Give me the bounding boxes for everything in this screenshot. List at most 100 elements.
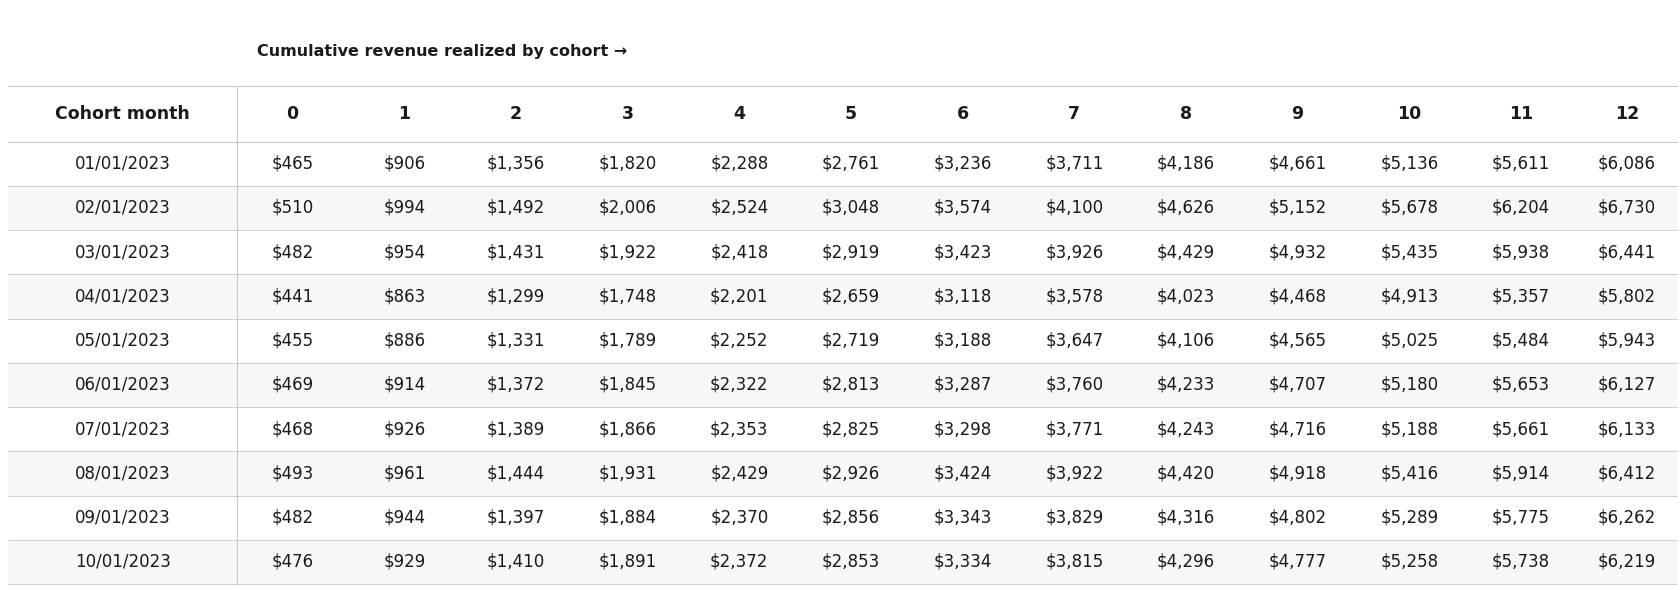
Text: $1,891: $1,891	[598, 553, 657, 571]
Text: $1,372: $1,372	[487, 376, 546, 394]
Text: $2,006: $2,006	[598, 199, 657, 217]
Text: $1,922: $1,922	[598, 243, 657, 261]
Bar	[8, 274, 1677, 319]
Text: $6,127: $6,127	[1598, 376, 1656, 394]
Bar	[8, 363, 1677, 407]
Text: $5,484: $5,484	[1492, 332, 1551, 350]
Text: $5,661: $5,661	[1492, 420, 1551, 438]
Text: $4,626: $4,626	[1158, 199, 1215, 217]
Text: $1,884: $1,884	[598, 509, 657, 527]
Text: $3,578: $3,578	[1045, 287, 1104, 306]
Text: $4,420: $4,420	[1158, 464, 1215, 483]
Text: $3,926: $3,926	[1045, 243, 1104, 261]
Text: $4,316: $4,316	[1158, 509, 1215, 527]
Text: $5,180: $5,180	[1381, 376, 1438, 394]
Text: $994: $994	[383, 199, 425, 217]
Text: $3,647: $3,647	[1045, 332, 1104, 350]
Text: $3,423: $3,423	[934, 243, 991, 261]
Text: $4,661: $4,661	[1268, 155, 1327, 173]
Bar	[8, 540, 1677, 584]
Text: 03/01/2023: 03/01/2023	[74, 243, 171, 261]
Text: $3,922: $3,922	[1045, 464, 1104, 483]
Bar	[8, 407, 1677, 451]
Text: $4,468: $4,468	[1268, 287, 1327, 306]
Text: Cumulative revenue realized by cohort →: Cumulative revenue realized by cohort →	[257, 44, 627, 59]
Text: $3,829: $3,829	[1045, 509, 1104, 527]
Text: $2,353: $2,353	[711, 420, 768, 438]
Text: 09/01/2023: 09/01/2023	[74, 509, 170, 527]
Text: $5,357: $5,357	[1492, 287, 1551, 306]
Text: $4,932: $4,932	[1268, 243, 1327, 261]
Text: 0: 0	[287, 104, 299, 123]
Text: $2,418: $2,418	[711, 243, 768, 261]
Bar	[8, 142, 1677, 186]
Text: 02/01/2023: 02/01/2023	[74, 199, 171, 217]
Text: $1,789: $1,789	[598, 332, 657, 350]
Text: $482: $482	[272, 243, 314, 261]
Text: $2,719: $2,719	[822, 332, 880, 350]
Text: $5,435: $5,435	[1381, 243, 1438, 261]
Bar	[8, 186, 1677, 230]
Text: $1,431: $1,431	[487, 243, 546, 261]
Text: $468: $468	[272, 420, 314, 438]
Text: 10/01/2023: 10/01/2023	[74, 553, 171, 571]
Text: $5,188: $5,188	[1381, 420, 1438, 438]
Text: $906: $906	[383, 155, 425, 173]
Text: $4,296: $4,296	[1158, 553, 1215, 571]
Text: $5,611: $5,611	[1492, 155, 1551, 173]
Text: $1,820: $1,820	[598, 155, 657, 173]
Text: $510: $510	[272, 199, 314, 217]
Text: $1,356: $1,356	[487, 155, 544, 173]
Text: $1,397: $1,397	[487, 509, 544, 527]
Text: $2,201: $2,201	[711, 287, 768, 306]
Text: $4,186: $4,186	[1158, 155, 1215, 173]
Text: $961: $961	[383, 464, 425, 483]
Text: 7: 7	[1068, 104, 1080, 123]
Text: $1,331: $1,331	[487, 332, 546, 350]
Text: $5,914: $5,914	[1492, 464, 1551, 483]
Text: $2,288: $2,288	[711, 155, 768, 173]
Text: $3,771: $3,771	[1045, 420, 1104, 438]
Text: $3,236: $3,236	[934, 155, 991, 173]
Text: $5,738: $5,738	[1492, 553, 1551, 571]
Text: $3,118: $3,118	[934, 287, 991, 306]
Text: 06/01/2023: 06/01/2023	[74, 376, 170, 394]
Text: $4,023: $4,023	[1158, 287, 1215, 306]
Text: $6,730: $6,730	[1598, 199, 1656, 217]
Text: $2,853: $2,853	[822, 553, 880, 571]
Text: 5: 5	[845, 104, 857, 123]
Text: 1: 1	[398, 104, 410, 123]
Text: $5,943: $5,943	[1598, 332, 1656, 350]
Text: $5,775: $5,775	[1492, 509, 1551, 527]
Text: $2,825: $2,825	[822, 420, 880, 438]
Text: $4,243: $4,243	[1158, 420, 1215, 438]
Text: $4,918: $4,918	[1268, 464, 1327, 483]
Text: $3,574: $3,574	[934, 199, 991, 217]
Text: $2,856: $2,856	[822, 509, 880, 527]
Text: $4,716: $4,716	[1268, 420, 1327, 438]
Text: $1,866: $1,866	[598, 420, 657, 438]
Text: $469: $469	[272, 376, 314, 394]
Text: $863: $863	[383, 287, 425, 306]
Text: $6,441: $6,441	[1598, 243, 1656, 261]
Text: $1,748: $1,748	[598, 287, 657, 306]
Text: $6,262: $6,262	[1598, 509, 1656, 527]
Text: $5,289: $5,289	[1381, 509, 1438, 527]
Text: $3,048: $3,048	[822, 199, 880, 217]
Text: $886: $886	[383, 332, 425, 350]
Text: $4,233: $4,233	[1158, 376, 1215, 394]
Text: $6,204: $6,204	[1492, 199, 1551, 217]
Text: $3,334: $3,334	[934, 553, 991, 571]
Text: $926: $926	[383, 420, 425, 438]
Text: $4,100: $4,100	[1045, 199, 1104, 217]
Text: $5,258: $5,258	[1381, 553, 1438, 571]
Text: Cohort month: Cohort month	[55, 104, 190, 123]
Bar	[8, 496, 1677, 540]
Text: $2,919: $2,919	[822, 243, 880, 261]
Text: $2,252: $2,252	[711, 332, 768, 350]
Text: 11: 11	[1509, 104, 1534, 123]
Text: 08/01/2023: 08/01/2023	[74, 464, 170, 483]
Text: $929: $929	[383, 553, 425, 571]
Bar	[8, 319, 1677, 363]
Text: $1,492: $1,492	[487, 199, 544, 217]
